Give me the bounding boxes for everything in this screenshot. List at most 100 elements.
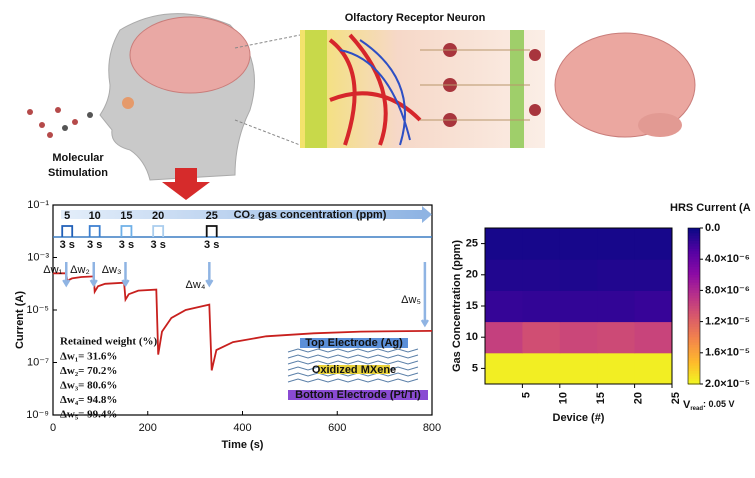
pulse-duration: 3 s [87, 239, 102, 251]
heat-cell [597, 321, 636, 354]
heat-cell [559, 352, 598, 385]
colorbar-step [688, 365, 700, 369]
colorbar-tick-label: 4.0×10⁻⁶ [705, 253, 750, 265]
colorbar-tick-label: 1.6×10⁻⁵ [705, 347, 750, 359]
colorbar-step [688, 238, 700, 242]
heat-cell [522, 228, 561, 260]
colorbar-step [688, 337, 700, 341]
inset-label: Oxidized MXene [312, 364, 396, 376]
colorbar-step [688, 373, 700, 377]
heat-cell [597, 259, 636, 291]
x-tick-label: 0 [50, 422, 56, 434]
heat-cell [597, 352, 636, 385]
colorbar-step [688, 277, 700, 281]
arrow [162, 168, 210, 200]
colorbar-step [688, 248, 700, 252]
colorbar-step [688, 332, 700, 336]
colorbar-step [688, 350, 700, 354]
annotation-label: Δw₄ [186, 279, 206, 291]
heat-cell [485, 228, 523, 260]
x-tick-label: 25 [670, 392, 682, 404]
brain-left [129, 16, 251, 94]
heat-cell [559, 290, 598, 323]
colorbar-step [688, 259, 700, 263]
retained-item: Δw₁= 31.6% [60, 351, 117, 363]
colorbar-step [688, 243, 700, 247]
pulse-label: 20 [152, 210, 164, 222]
v-read-part: read [690, 406, 703, 412]
colorbar-step [688, 272, 700, 276]
colorbar-step [688, 329, 700, 333]
annotation-arrow [205, 262, 214, 288]
heat-cell [559, 228, 598, 260]
y-tick-label: 15 [466, 300, 478, 312]
annotation-arrow [420, 262, 429, 328]
retained-item: Δw₅= 99.4% [60, 409, 117, 421]
x-tick-label: 400 [233, 422, 251, 434]
colorbar-step [688, 308, 700, 312]
colorbar-step [688, 345, 700, 349]
y-tick-label: 10⁻¹ [27, 199, 49, 211]
colorbar-step [688, 246, 700, 250]
epithelium [305, 30, 327, 148]
vessels [328, 33, 422, 146]
x-tick-label: 200 [139, 422, 157, 434]
x-tick-label: 600 [328, 422, 346, 434]
x-tick-label: 800 [423, 422, 441, 434]
illustration-title: Olfactory Receptor Neuron [345, 12, 486, 24]
pulse [120, 225, 133, 237]
vessels [339, 39, 411, 146]
retained-item: Δw₂= 70.2% [60, 365, 117, 377]
heat-cell [485, 290, 523, 323]
inset-mid-bg [318, 365, 390, 374]
bulb [122, 97, 134, 109]
y-tick-label: 10⁻³ [27, 251, 49, 263]
colorbar-step [688, 319, 700, 323]
colorbar-step [688, 228, 700, 232]
colorbar-step [688, 334, 700, 338]
pulse-title: CO₂ gas concentration (ppm) [234, 209, 387, 221]
annotation-label: Δw₃ [102, 264, 122, 276]
colorbar-title: HRS Current (A [670, 202, 751, 214]
heat-cell [485, 259, 523, 291]
v-read-part: : 0.05 V [703, 399, 735, 409]
axons [420, 49, 530, 121]
y-tick-label: 10 [466, 331, 478, 343]
colorbar-step [688, 256, 700, 260]
colorbar-step [688, 311, 700, 315]
pulse-label: 5 [64, 210, 70, 222]
x-tick-label: 20 [633, 392, 645, 404]
molecules [27, 107, 93, 138]
colorbar-frame [687, 227, 701, 385]
colorbar-step [688, 287, 700, 291]
colorbar-step [688, 254, 700, 258]
brain-right [554, 32, 696, 138]
retained-item: Δw₃= 80.6% [60, 380, 117, 392]
annotation-arrow [62, 262, 71, 288]
illustration: Olfactory Receptor Neuron Molecular Stim… [27, 12, 696, 200]
colorbar-step [688, 306, 700, 310]
colorbar-step [688, 358, 700, 362]
zoom-line [234, 34, 301, 49]
inset-mxene [287, 378, 419, 383]
pulse [152, 225, 165, 237]
colorbar-step [688, 313, 700, 317]
pulse-label: 10 [89, 210, 101, 222]
pulse-band [61, 210, 422, 219]
inset-top [300, 338, 408, 348]
pulse [61, 225, 74, 237]
heat-cell [522, 321, 561, 354]
colorbar-tick-label: 1.2×10⁻⁵ [705, 316, 750, 328]
inset-bottom [288, 390, 428, 400]
colorbar-step [688, 381, 700, 385]
pulse [205, 225, 218, 237]
y-tick-label: 10⁻⁵ [26, 304, 49, 316]
inset-label: Top Electrode (Ag) [305, 337, 403, 349]
x-tick-label: 5 [520, 392, 532, 398]
colorbar-step [688, 376, 700, 380]
colorbar-step [688, 295, 700, 299]
y-tick-label: 10⁻⁷ [27, 356, 49, 368]
colorbar-step [688, 347, 700, 351]
colorbar-step [688, 274, 700, 278]
